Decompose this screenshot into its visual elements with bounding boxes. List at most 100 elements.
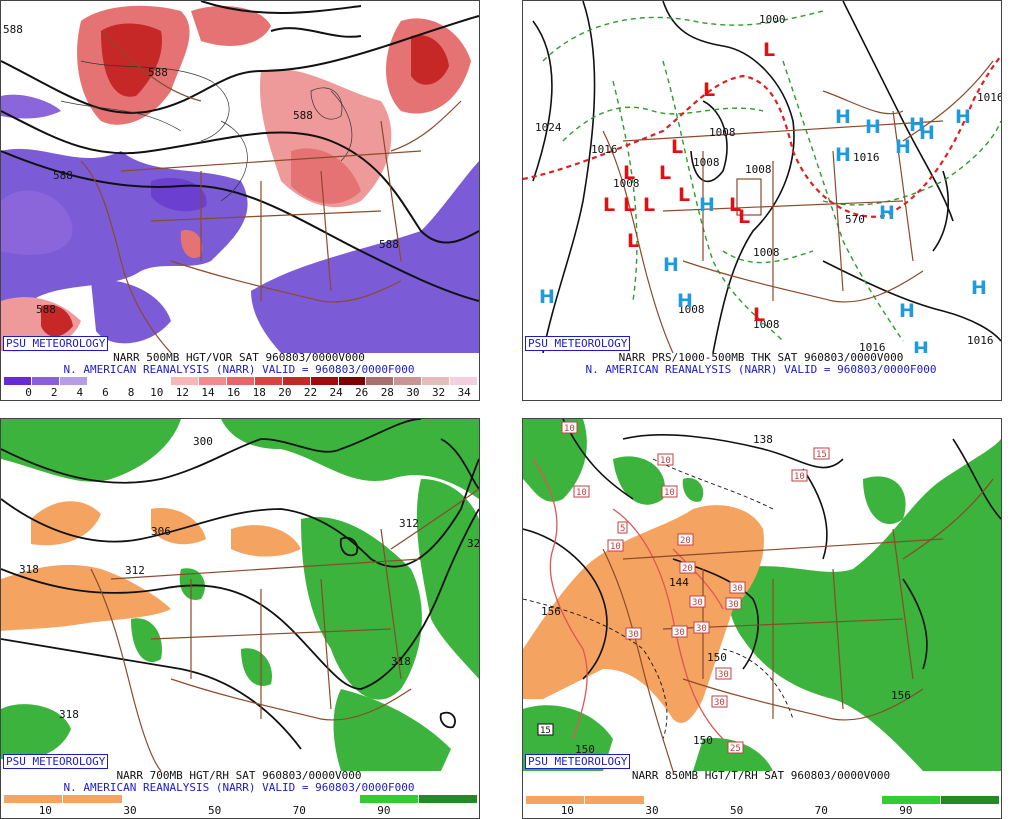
temp-label-box (671, 625, 688, 638)
map-850mb-temp-rh: 138 150 156 144 150 156 150 10 10 15 10 10 20… (523, 419, 1001, 771)
contour-label: 588 (148, 66, 168, 79)
low-pressure-symbol: L (643, 194, 655, 216)
high-pressure-symbol: H (919, 122, 935, 144)
contour-label: 156 (541, 605, 561, 618)
colorbar-swatch (702, 796, 762, 804)
colorbar-swatch (939, 796, 999, 804)
temp-label: 30 (718, 670, 729, 680)
credit-label: PSU METEOROLOGY (525, 754, 631, 769)
colorbar-tick-label: 50 (729, 804, 744, 817)
temp-label-box (679, 561, 696, 574)
temp-label: 10 (664, 488, 675, 498)
colorbar-tick-label: 90 (899, 804, 913, 817)
high-pressure-symbol: H (955, 106, 971, 128)
temp-label: 30 (728, 600, 739, 610)
map-title: NARR 850MB HGT/T/RH SAT 960803/0000V000 (631, 769, 891, 782)
colorbar-swatch (365, 377, 394, 385)
map-title: NARR PRS/1000-500MB THK SAT 960803/0000V… (618, 351, 904, 364)
colorbar-swatch (393, 377, 422, 385)
colorbar-swatch (198, 377, 226, 385)
contour-label: 588 (293, 109, 313, 122)
contour-label: 144 (669, 576, 689, 589)
temp-label-box (727, 741, 744, 754)
temperature-labels: 10 10 15 10 10 20 5 10 10 20 30 30 30 30 30 30 30 30 25 15 (537, 421, 830, 754)
high-pressure-symbol: H (835, 144, 851, 166)
credit-label: PSU METEOROLOGY (3, 754, 109, 769)
colorbar-swatch (253, 377, 282, 385)
colorbar-swatch (86, 377, 115, 385)
temp-label: 5 (620, 524, 625, 534)
colorbar-ticks: 0 2 4 6 8 10 12 14 16 18 20 22 24 26 28 30 32 34 (3, 387, 477, 399)
isobar-label: 1016 (967, 334, 994, 347)
isobar-label: 1000 (759, 13, 786, 26)
colorbar-tick-label: 30 (123, 804, 137, 817)
colorbar-tick-label: 50 (207, 804, 222, 817)
colorbar-swatch (121, 795, 181, 803)
colorbar-tick-label: 70 (814, 804, 828, 817)
temp-label: 30 (692, 598, 703, 608)
temp-label-box (625, 627, 642, 640)
temp-label: 30 (628, 630, 639, 640)
low-pressure-symbol: L (671, 136, 683, 158)
low-pressure-symbol: L (623, 194, 635, 216)
colorbar-tick-label: 12 (175, 386, 189, 399)
contour-label: 588 (3, 23, 23, 36)
map-valid-time: N. AMERICAN REANALYSIS (NARR) VALID = 96… (585, 363, 937, 376)
contour-label: 32 (467, 537, 479, 550)
colorbar-swatch (762, 796, 822, 804)
low-pressure-symbol: L (729, 194, 741, 216)
thickness-label: 570 (845, 213, 865, 226)
panel-850mb-temp-rh: 138 150 156 144 150 156 150 10 10 15 10 10 20… (522, 418, 1002, 819)
colorbar-swatch (62, 795, 122, 803)
colorbar-swatch (3, 377, 31, 385)
temp-label-box (689, 595, 706, 608)
temp-label-box (617, 521, 628, 534)
colorbar-tick-label: 28 (380, 386, 394, 399)
colorbar-swatch (643, 796, 703, 804)
colorbar-swatch (525, 796, 585, 804)
colorbar-swatch (880, 796, 940, 804)
credit-label: PSU METEOROLOGY (525, 336, 631, 351)
temp-label-box (725, 597, 742, 610)
colorbar-swatch (240, 795, 300, 803)
panel-sfc-pressure-thickness: 1000 1024 1016 1008 1008 1008 1008 1016 … (522, 0, 1002, 401)
colorbar-swatch (358, 795, 418, 803)
colorbar-ticks: 10 30 50 70 90 (525, 805, 999, 817)
colorbar-swatch (421, 377, 449, 385)
colorbar-swatch (180, 795, 240, 803)
isobar-label: 1016 (977, 91, 1001, 104)
high-pressure-symbol: H (865, 116, 881, 138)
temp-label: 15 (540, 726, 551, 736)
contour-label: 150 (707, 651, 727, 664)
temp-label: 30 (674, 628, 685, 638)
low-pressure-symbol: L (738, 206, 750, 228)
credit-label: PSU METEOROLOGY (3, 336, 109, 351)
temp-label-box (693, 621, 710, 634)
temp-label: 10 (610, 542, 621, 552)
temp-label: 30 (732, 584, 743, 594)
panel-700mb-rh: 300 306 312 318 312 318 318 32 PSU METEO… (0, 418, 480, 819)
temp-label-box (791, 469, 808, 482)
colorbar-tick-label: 16 (226, 386, 241, 399)
colorbar-tick-label: 10 (38, 804, 52, 817)
low-pressure-symbol: L (753, 304, 765, 326)
colorbar-tick-label: 70 (292, 804, 306, 817)
map-valid-time: N. AMERICAN REANALYSIS (NARR) VALID = 96… (63, 781, 415, 794)
temp-label-box (711, 695, 728, 708)
temp-label: 30 (696, 624, 707, 634)
colorbar-tick-label: 2 (50, 386, 58, 399)
map-sfc-pressure-thickness: 1000 1024 1016 1008 1008 1008 1008 1016 … (523, 1, 1001, 353)
isobar-label: 1024 (535, 121, 562, 134)
temp-label-box (729, 581, 746, 594)
contour-label: 300 (193, 435, 213, 448)
colorbar-tick-label: 8 (127, 386, 135, 399)
colorbar-swatch (417, 795, 477, 803)
low-pressure-symbol: L (763, 39, 775, 61)
colorbar-swatch (337, 377, 366, 385)
temp-label-box (661, 485, 678, 498)
colorbar-ticks: 10 30 50 70 90 (3, 805, 477, 817)
colorbar-tick-label: 90 (377, 804, 391, 817)
isobar-label: 1016 (859, 341, 886, 353)
isobar-label: 1016 (591, 143, 618, 156)
temp-label: 15 (816, 450, 827, 460)
